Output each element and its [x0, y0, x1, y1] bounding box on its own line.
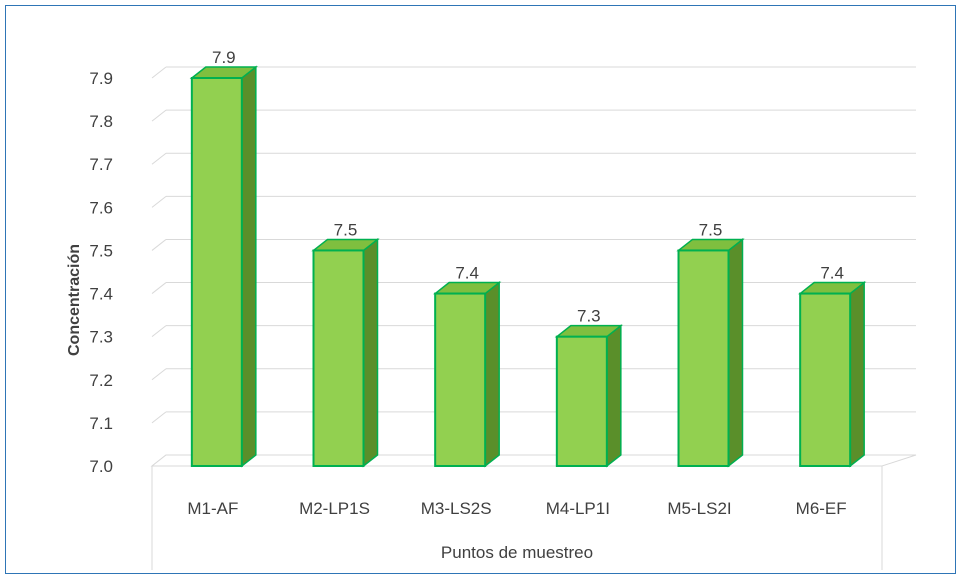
- bar: [432, 281, 502, 468]
- y-tick-label: 7.1: [89, 414, 113, 433]
- gridline-depth: [151, 368, 167, 381]
- gridline-depth: [151, 66, 167, 79]
- bar: [189, 65, 259, 468]
- gridline-depth: [151, 152, 167, 165]
- y-tick-label: 7.5: [89, 241, 113, 260]
- bar-front: [190, 77, 243, 467]
- x-axis-title: Puntos de muestreo: [441, 543, 593, 562]
- bar-front: [434, 292, 487, 467]
- axis-layer: 7.0 7.1 7.2 7.3 7.4 7.5 7.6 7.7 7.8 7.9: [89, 69, 883, 570]
- gridline-depth: [151, 282, 167, 294]
- x-tick-label: M2-LP1S: [299, 499, 370, 518]
- y-tick-label: 7.7: [89, 155, 113, 174]
- bar-front: [312, 249, 365, 467]
- y-tick-label: 7.4: [89, 285, 113, 304]
- bar: [797, 281, 867, 468]
- bar: [554, 324, 624, 468]
- x-tick-label: M4-LP1I: [546, 499, 610, 518]
- gridline-depth: [151, 411, 167, 424]
- label-layer: 7.9 M1-AF 7.5 M2-LP1S 7.4 M3-LS2S 7.3 M4-LP1I 7.…: [187, 48, 846, 518]
- y-tick-label: 7.3: [89, 328, 113, 347]
- y-tick-label: 7.8: [89, 112, 113, 131]
- bar-layer: [189, 65, 867, 468]
- x-tick-label: M5-LS2I: [667, 499, 731, 518]
- gridline-depth: [151, 195, 167, 208]
- bar-side: [362, 237, 379, 468]
- bar-front: [555, 335, 608, 467]
- y-tick-label: 7.2: [89, 371, 113, 390]
- gridline-depth: [151, 109, 167, 122]
- bar-front: [799, 292, 852, 467]
- y-tick-label: 7.9: [89, 69, 113, 88]
- bar-side: [606, 324, 622, 468]
- y-axis-title: Concentración: [66, 244, 83, 356]
- y-tick-label: 7.0: [89, 457, 113, 476]
- bar: [311, 237, 380, 468]
- bar: [676, 237, 745, 468]
- x-tick-label: M1-AF: [187, 499, 238, 518]
- bar-side: [727, 237, 744, 468]
- data-label: 7.4: [820, 264, 844, 283]
- x-tick-label: M3-LS2S: [421, 499, 492, 518]
- data-label: 7.5: [699, 220, 723, 239]
- gridline-depth: [151, 325, 167, 338]
- bar-side: [484, 281, 500, 468]
- data-label: 7.5: [334, 220, 358, 239]
- gridline-depth: [151, 239, 167, 251]
- data-label: 7.3: [577, 307, 601, 326]
- bar-side: [849, 281, 865, 468]
- y-tick-label: 7.6: [89, 198, 113, 217]
- bar-front: [677, 249, 730, 467]
- data-label: 7.4: [455, 264, 479, 283]
- x-tick-label: M6-EF: [796, 499, 847, 518]
- data-label: 7.9: [212, 48, 236, 67]
- bar-side: [241, 65, 257, 468]
